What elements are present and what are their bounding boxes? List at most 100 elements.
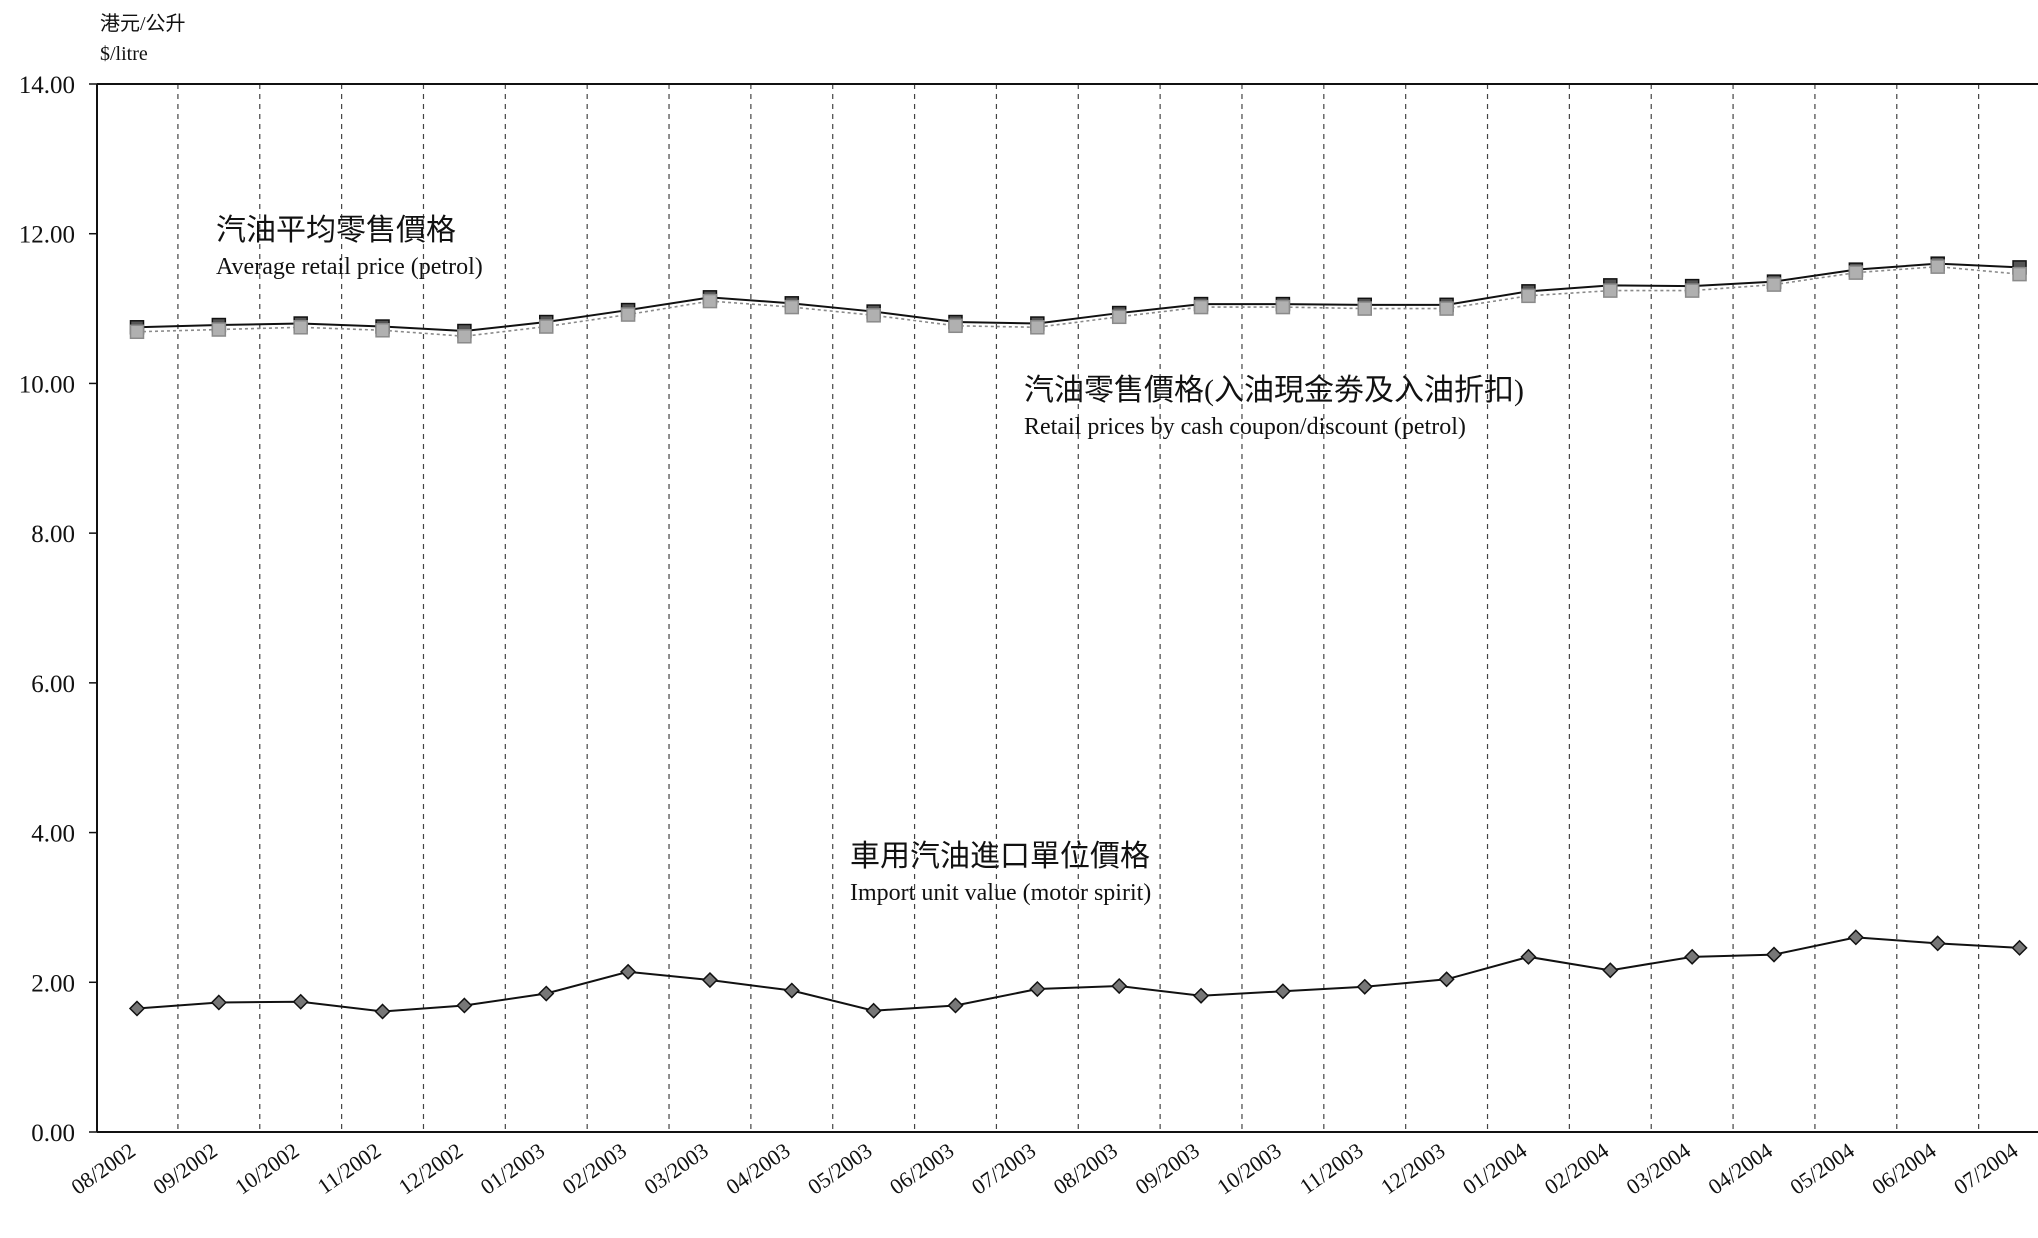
data-point-discount [1848, 265, 1864, 280]
x-tick-label: 05/2003 [803, 1138, 876, 1200]
data-point-import [1274, 983, 1291, 1000]
x-tick-label: 06/2004 [1867, 1138, 1940, 1200]
data-point-import [783, 982, 800, 999]
data-series [128, 256, 2028, 1020]
annotation-discount: 汽油零售價格(入油現金劵及入油折扣) Retail prices by cash… [1024, 374, 1524, 440]
y-tick-label: 14.00 [19, 72, 75, 99]
y-tick-label: 8.00 [31, 521, 75, 548]
series-line-import [136, 936, 2020, 1013]
unit-label-cn: 港元/公升 [100, 12, 186, 35]
x-tick-label: 06/2003 [885, 1138, 958, 1200]
x-tick-label: 07/2004 [1949, 1138, 2022, 1200]
x-tick-label: 04/2004 [1703, 1138, 1776, 1200]
data-point-import [210, 994, 227, 1011]
data-point-import [292, 993, 309, 1010]
x-tick-label: 12/2003 [1376, 1138, 1449, 1200]
data-point-import [1929, 935, 1946, 952]
unit-label-en: $/litre [100, 43, 148, 65]
x-tick-label: 02/2003 [558, 1138, 631, 1200]
x-tick-label: 10/2003 [1212, 1138, 1285, 1200]
x-tick-label: 03/2004 [1622, 1138, 1695, 1200]
series-label-import-en: Import unit value (motor spirit) [850, 880, 1151, 906]
series-label-import-cn: 車用汽油進口單位價格 [850, 840, 1150, 873]
x-tick-label: 11/2002 [313, 1138, 386, 1199]
x-tick-label: 05/2004 [1785, 1138, 1858, 1200]
x-tick-label: 09/2002 [148, 1138, 221, 1200]
data-point-discount [1684, 283, 1700, 298]
series-label-average-en: Average retail price (petrol) [216, 254, 483, 280]
series-import [128, 929, 2028, 1020]
data-point-import [374, 1003, 391, 1020]
data-point-discount [293, 320, 308, 335]
data-point-discount [375, 323, 390, 338]
data-point-import [1438, 971, 1455, 988]
data-point-import [1111, 977, 1128, 995]
data-point-discount [211, 322, 227, 337]
data-point-import [1684, 948, 1701, 965]
x-axis-tick-labels: 08/2002 09/2002 10/2002 11/2002 12/2002 01/20… [66, 1138, 2022, 1200]
data-point-import [1029, 980, 1046, 998]
data-point-discount [784, 299, 800, 315]
data-point-import [701, 971, 719, 989]
data-point-discount [1030, 320, 1045, 335]
x-tick-label: 12/2002 [394, 1138, 467, 1200]
x-tick-label: 09/2003 [1130, 1138, 1203, 1200]
x-tick-label: 07/2003 [967, 1138, 1040, 1200]
vertical-grid-lines [177, 84, 1980, 1132]
data-point-import [1847, 929, 1864, 946]
series-label-discount-en: Retail prices by cash coupon/discount (p… [1024, 414, 1466, 440]
data-point-discount [2012, 266, 2027, 282]
data-point-discount [948, 318, 963, 334]
data-point-import [947, 997, 964, 1014]
data-point-discount [129, 324, 145, 340]
data-point-discount [866, 308, 881, 323]
data-point-discount [1930, 259, 1945, 274]
annotation-average: 汽油平均零售價格 Average retail price (petrol) [216, 214, 483, 280]
data-point-discount [620, 307, 636, 322]
y-tick-label: 0.00 [31, 1120, 75, 1147]
axes [96, 83, 2038, 1133]
data-point-discount [1193, 299, 1209, 315]
x-tick-label: 03/2003 [639, 1138, 712, 1200]
data-point-import [1520, 948, 1537, 965]
y-tick-label: 12.00 [19, 222, 75, 249]
data-point-discount [1766, 277, 1782, 292]
data-point-discount [702, 293, 718, 309]
x-tick-label: 08/2003 [1049, 1138, 1122, 1200]
x-tick-label: 11/2003 [1295, 1138, 1368, 1199]
x-tick-label: 01/2004 [1458, 1138, 1531, 1200]
series-discount [129, 259, 2027, 344]
data-point-import [128, 1000, 146, 1017]
y-tick-label: 2.00 [31, 970, 75, 997]
x-tick-label: 08/2002 [66, 1138, 139, 1200]
data-point-import [1602, 962, 1619, 979]
data-point-discount [539, 319, 554, 334]
data-point-discount [1357, 301, 1372, 316]
data-point-import [456, 997, 473, 1014]
x-tick-label: 10/2002 [230, 1138, 303, 1200]
x-tick-label: 01/2003 [476, 1138, 549, 1200]
y-tick-label: 4.00 [31, 821, 75, 848]
data-point-import [538, 985, 555, 1002]
data-point-discount [457, 329, 472, 344]
y-tick-label: 6.00 [31, 671, 75, 698]
data-point-discount [1439, 301, 1454, 316]
x-tick-label: 04/2003 [721, 1138, 794, 1200]
y-tick-label: 10.00 [19, 371, 75, 398]
series-label-average-cn: 汽油平均零售價格 [216, 214, 456, 247]
data-point-import [2011, 939, 2028, 956]
x-tick-label: 02/2004 [1540, 1138, 1613, 1200]
data-point-import [1192, 987, 1210, 1004]
data-point-import [1356, 978, 1373, 995]
data-point-import [865, 1002, 882, 1019]
y-axis-tick-labels: 0.00 2.00 4.00 6.00 8.00 10.00 12.00 14.00 [19, 72, 97, 1147]
data-point-discount [1603, 283, 1618, 298]
annotation-import: 車用汽油進口單位價格 Import unit value (motor spir… [850, 840, 1151, 906]
data-point-discount [1275, 299, 1291, 315]
series-label-discount-cn: 汽油零售價格(入油現金劵及入油折扣) [1024, 374, 1524, 407]
series-line-discount [136, 265, 2020, 338]
data-point-discount [1521, 288, 1536, 304]
data-point-import [1765, 946, 1783, 963]
